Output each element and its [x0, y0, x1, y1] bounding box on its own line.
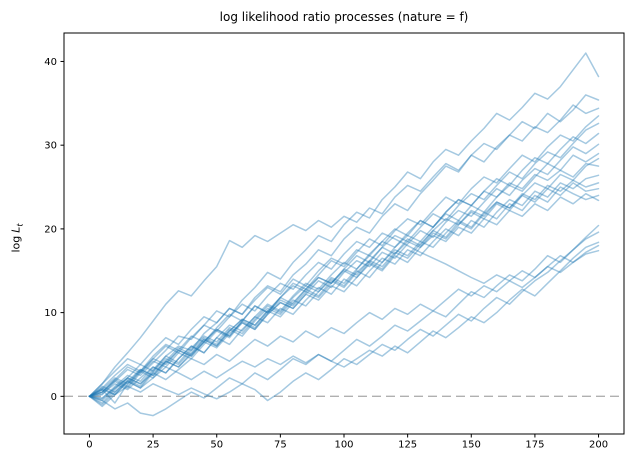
series-line-path-1 — [88, 52, 600, 398]
series-line-path-4 — [88, 115, 600, 404]
chart-title: log likelihood ratio processes (nature =… — [219, 10, 469, 24]
x-tick-label: 50 — [210, 439, 223, 450]
x-tick-label: 175 — [525, 439, 544, 450]
series-line-path-15 — [88, 192, 600, 398]
x-tick-label: 75 — [274, 439, 287, 450]
series-line-path-12 — [88, 179, 600, 398]
x-tick-label: 25 — [147, 439, 160, 450]
x-tick-label: 150 — [462, 439, 481, 450]
series-line-path-16 — [88, 224, 600, 417]
y-tick-label: 0 — [51, 392, 57, 403]
series-line-path-13 — [88, 182, 600, 398]
series-line-path-20 — [88, 232, 600, 398]
y-tick-label: 40 — [44, 57, 57, 68]
series-line-path-6 — [88, 132, 600, 398]
series-line-path-7 — [88, 143, 600, 398]
series-line-path-2 — [88, 94, 600, 402]
series-line-path-17 — [88, 231, 600, 402]
y-tick-label: 10 — [44, 308, 57, 319]
y-tick-label: 30 — [44, 141, 57, 152]
x-tick-label: 200 — [589, 439, 608, 450]
series-line-path-8 — [88, 152, 600, 404]
series-line-path-3 — [88, 104, 600, 398]
series-line-path-9 — [88, 157, 600, 398]
x-tick-label: 100 — [334, 439, 353, 450]
y-tick-label: 20 — [44, 224, 57, 235]
series-line-path-11 — [88, 174, 600, 400]
x-tick-label: 125 — [398, 439, 417, 450]
series-line-path-18 — [88, 241, 600, 398]
series-line-path-10 — [88, 162, 600, 398]
series-line-path-14 — [88, 186, 600, 406]
series-line-path-5 — [88, 122, 600, 408]
series-line-path-19 — [88, 244, 600, 399]
x-tick-label: 0 — [86, 439, 92, 450]
